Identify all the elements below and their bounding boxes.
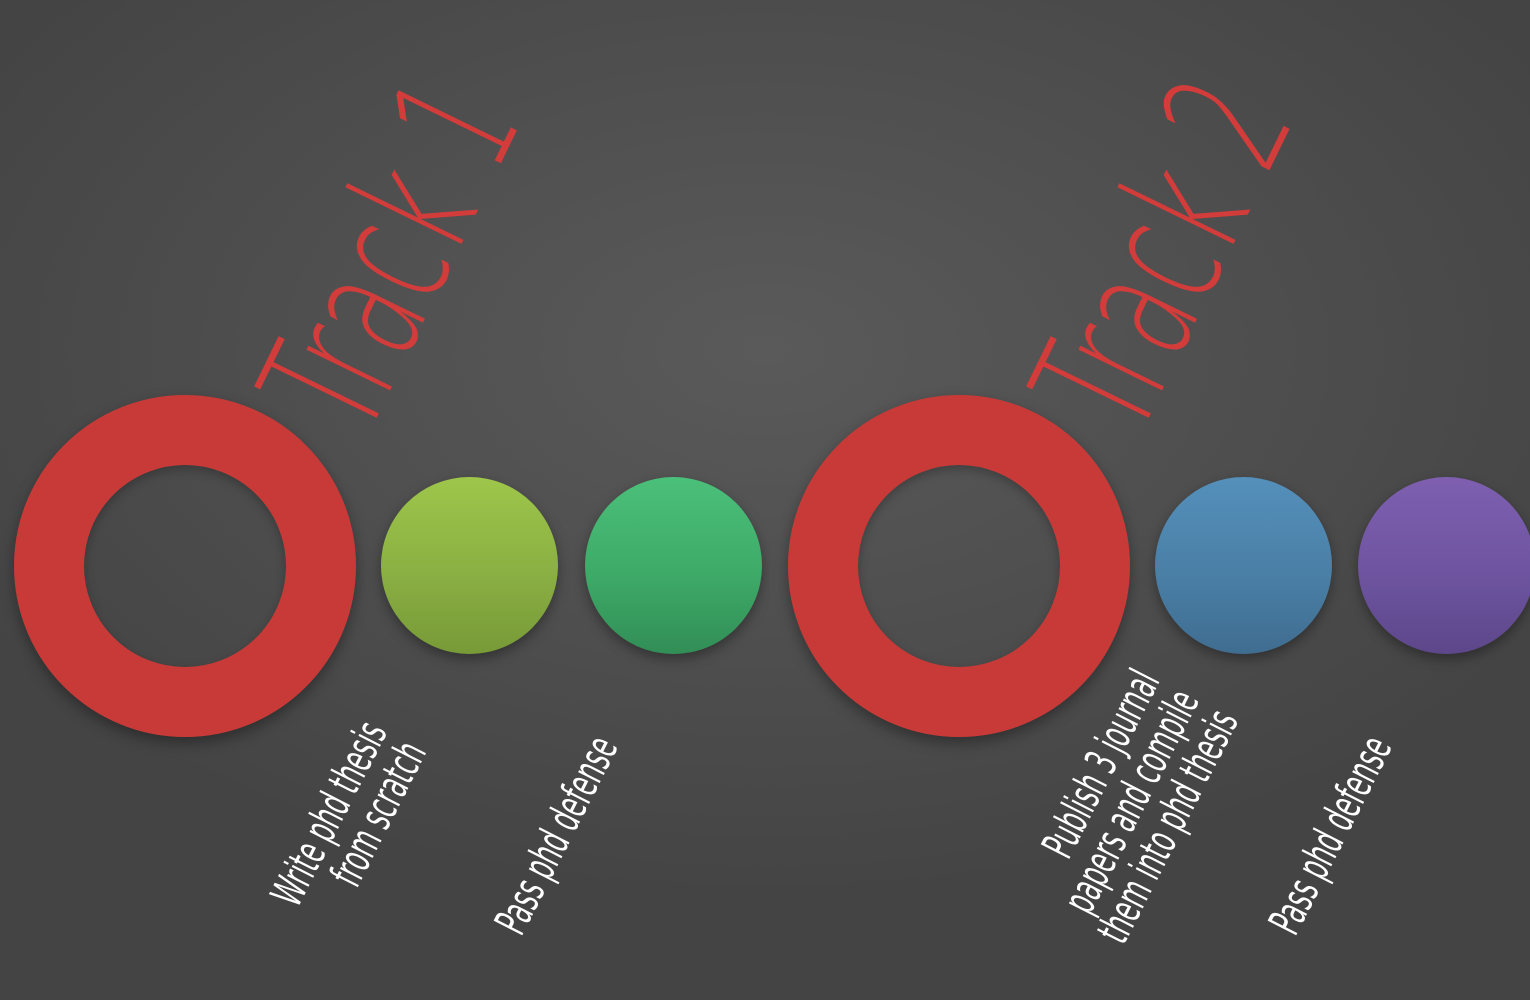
track-2-step-1-circle <box>1155 477 1332 654</box>
track-1-step-2-circle <box>585 477 762 654</box>
track-2-ring <box>788 395 1130 737</box>
track-2-step-2-label: Pass phd defense <box>1259 728 1403 943</box>
track-1-step-1-circle <box>381 477 558 654</box>
track-1-step-1-label: Write phd thesis from scratch <box>261 713 437 915</box>
track-2-title: Track 2 <box>995 50 1332 461</box>
track-2-step-2-circle <box>1358 477 1530 654</box>
track-1-ring <box>14 395 356 737</box>
track-1-step-2-label: Pass phd defense <box>485 728 629 943</box>
track-1-title: Track 1 <box>223 50 560 461</box>
